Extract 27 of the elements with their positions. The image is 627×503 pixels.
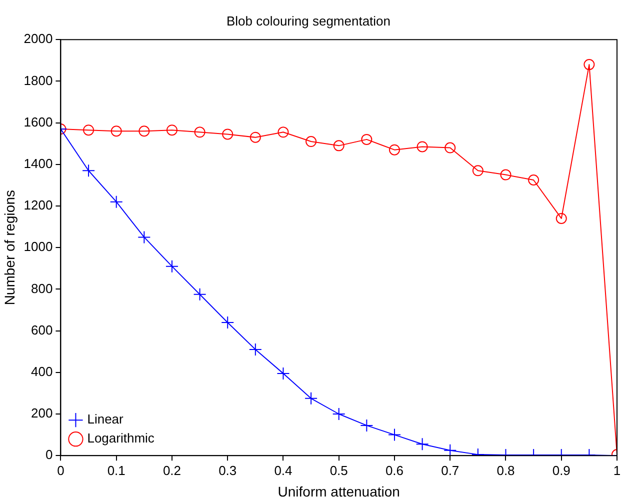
y-tick-label: 1200 bbox=[24, 198, 53, 213]
x-tick-label: 0.4 bbox=[274, 462, 292, 478]
y-axis-title: Number of regions bbox=[1, 190, 18, 306]
x-tick-label: 0.8 bbox=[496, 462, 515, 478]
y-tick-label: 1000 bbox=[24, 239, 53, 254]
x-axis-title: Uniform attenuation bbox=[278, 483, 400, 500]
y-tick-label: 1600 bbox=[24, 114, 53, 130]
x-tick-label: 0.6 bbox=[385, 462, 404, 478]
x-tick-label: 0.3 bbox=[218, 462, 237, 478]
y-tick-label: 800 bbox=[31, 280, 53, 296]
x-tick-label: 0.5 bbox=[330, 462, 348, 478]
y-tick-label: 200 bbox=[31, 406, 53, 421]
y-tick-label: 0 bbox=[45, 447, 53, 462]
legend-label: Linear bbox=[87, 412, 124, 427]
chart-title: Blob colouring segmentation bbox=[226, 13, 391, 28]
x-tick-label: 0.1 bbox=[107, 462, 126, 478]
x-tick-label: 0.9 bbox=[552, 462, 570, 478]
y-tick-label: 1800 bbox=[24, 72, 53, 88]
legend-label: Logarithmic bbox=[87, 430, 155, 446]
x-tick-label: 1 bbox=[613, 462, 621, 478]
x-tick-label: 0 bbox=[57, 462, 64, 478]
y-tick-label: 600 bbox=[31, 322, 53, 338]
y-tick-label: 400 bbox=[31, 364, 53, 379]
y-tick-label: 2000 bbox=[24, 31, 53, 46]
x-tick-label: 0.7 bbox=[441, 462, 460, 478]
x-tick-label: 0.2 bbox=[162, 462, 182, 478]
y-tick-label: 1400 bbox=[24, 156, 53, 171]
